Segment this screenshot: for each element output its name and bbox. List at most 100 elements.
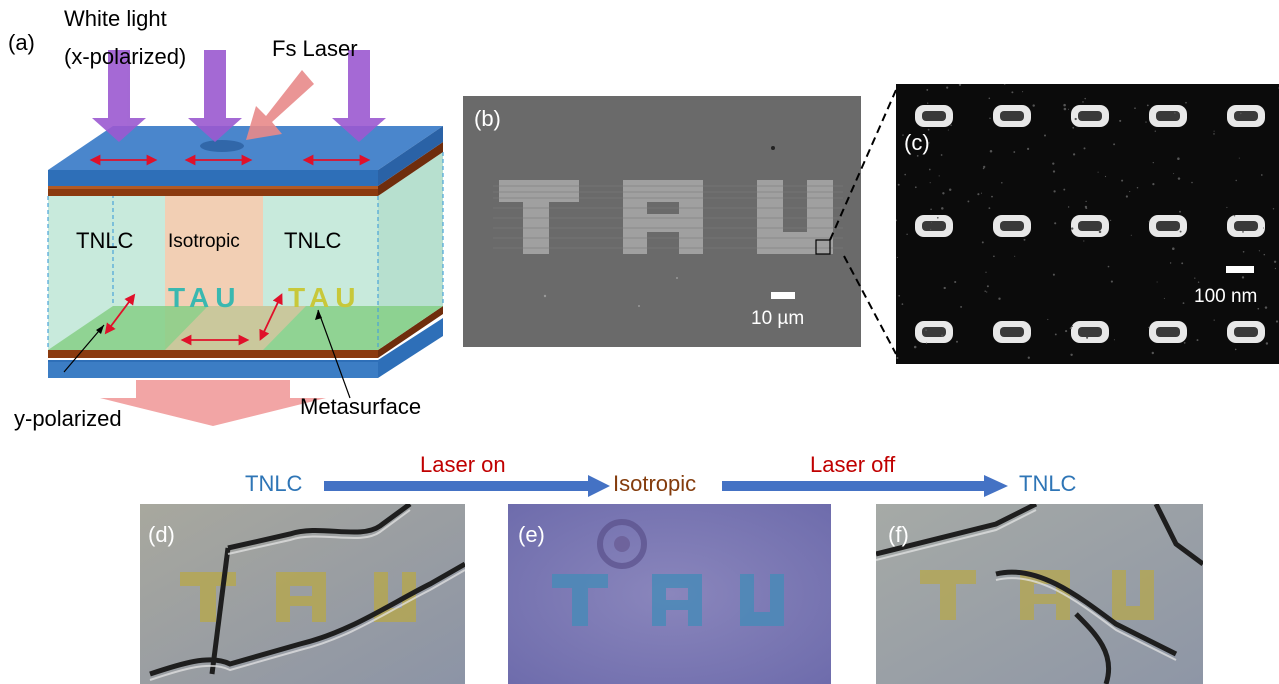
noise-speck [1241,276,1245,279]
noise-speck [1265,342,1269,345]
nano-antenna-core [1000,221,1024,231]
noise-speck [1274,267,1277,270]
noise-speck [926,88,929,91]
noise-speck [1213,130,1215,132]
panel-a-label: (a) [8,30,35,55]
noise-speck [1226,206,1228,209]
noise-speck [998,297,1001,300]
noise-speck [1067,108,1070,110]
top-glass [48,170,378,186]
noise-speck [1262,227,1265,229]
noise-speck [1174,112,1176,114]
noise-speck [1273,260,1277,263]
nano-antenna-core [1234,111,1258,121]
noise-speck [1052,162,1055,165]
tnlc-right-label: TNLC [284,228,342,253]
noise-speck [1134,107,1136,110]
noise-speck [1027,147,1030,150]
noise-speck [1084,97,1086,100]
noise-speck [1125,195,1129,198]
noise-speck [1085,200,1087,203]
laser-spot-e [597,519,647,569]
noise-speck [986,285,989,288]
noise-speck [956,340,958,343]
noise-speck [913,345,917,349]
noise-speck [1043,134,1047,137]
panel-d-micrograph [140,504,465,684]
scale-bar-b [771,292,795,299]
nano-antenna-core [922,111,946,121]
fs-laser-label: Fs Laser [272,36,358,61]
laser-on-label: Laser on [420,452,506,477]
laser-on-arrow [324,475,610,497]
noise-speck [929,228,932,231]
noise-speck [989,117,991,119]
noise-speck [1063,188,1066,191]
noise-speck [1119,119,1122,122]
noise-speck [1027,356,1030,359]
noise-speck [984,290,986,292]
noise-speck [896,219,897,222]
noise-speck [1257,307,1260,310]
nano-antenna-core [1000,111,1024,121]
bottom-glass [48,318,443,378]
noise-speck [914,186,917,189]
panel-a-schematic [0,0,470,440]
panel-c-sem-zoom [896,84,1279,364]
noise-speck [942,192,945,195]
white-light-label: White light [64,6,167,31]
noise-speck [1052,273,1055,276]
noise-speck [1194,277,1196,279]
panel-c-label: (c) [904,130,930,155]
scale-bar-c [1226,266,1254,273]
noise-speck [1053,190,1056,193]
noise-speck [989,150,993,153]
noise-speck [1213,133,1215,135]
noise-speck [1148,326,1150,329]
noise-speck [954,280,957,284]
noise-speck [1154,130,1156,132]
noise-speck [986,291,988,293]
noise-speck [1130,234,1132,236]
noise-speck [925,329,928,332]
noise-speck [1047,318,1049,321]
noise-speck [1067,206,1070,208]
noise-speck [960,305,963,308]
noise-speck [929,182,931,184]
nano-antenna-core [1078,221,1102,231]
nano-antenna-core [922,327,946,337]
noise-speck [1151,351,1154,355]
noise-speck [950,124,952,126]
noise-speck [940,154,943,156]
noise-speck [1069,327,1072,330]
noise-speck [1152,183,1155,186]
noise-speck [1054,333,1057,336]
metasurface-label: Metasurface [300,394,422,419]
noise-speck [897,183,900,186]
nano-antenna-core [1078,111,1102,121]
noise-speck [1136,187,1139,189]
noise-speck [1113,143,1116,146]
noise-speck [993,255,995,258]
noise-speck [946,86,949,89]
panel-d-label: (d) [148,522,175,547]
noise-speck [991,195,993,198]
zoom-connectors [829,89,897,355]
panel-e-micrograph [508,504,831,684]
state-2-isotropic: Isotropic [613,471,697,496]
noise-speck [1113,339,1115,341]
noise-speck [1063,107,1067,111]
white-light-arrows [92,50,386,142]
noise-speck [938,175,940,177]
noise-speck [1086,336,1089,339]
noise-speck [1071,325,1073,327]
panel-b-sem-image [463,96,861,347]
disclination-lines-d [149,504,465,677]
noise-speck [1072,126,1075,129]
noise-speck [1238,157,1240,159]
noise-speck [1148,221,1150,223]
fs-laser-arrow [246,70,314,140]
noise-speck [1196,339,1199,342]
x-polarized-label: (x-polarized) [64,44,187,69]
noise-speck [1110,280,1113,283]
